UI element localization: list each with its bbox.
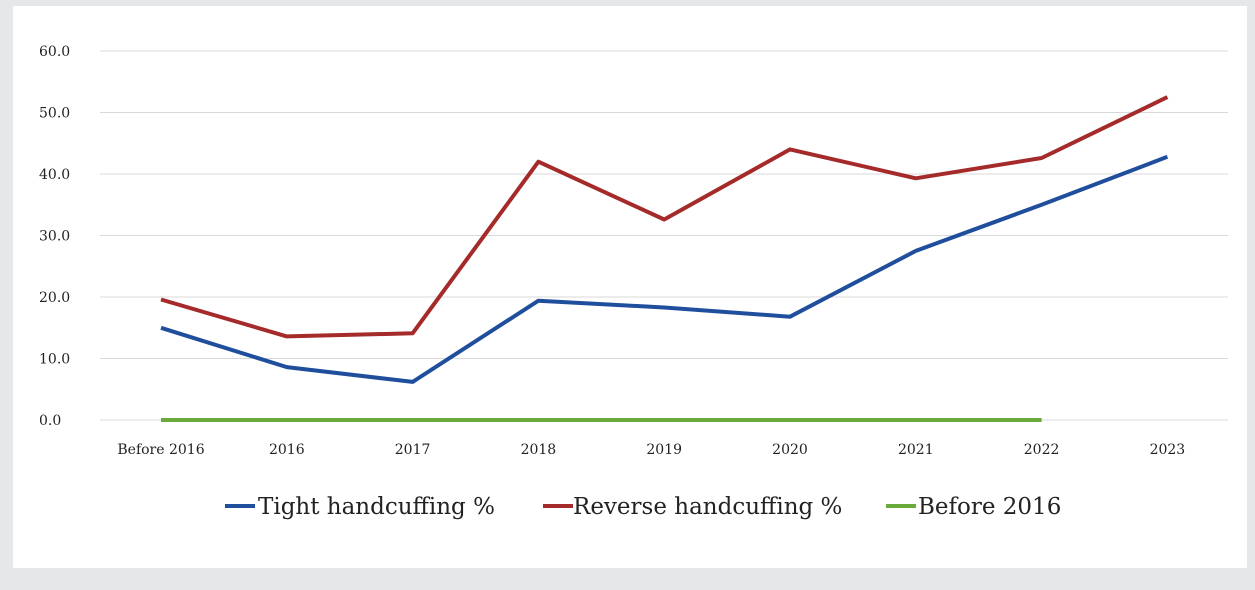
x-tick-label: 2021 <box>898 442 934 458</box>
x-tick-label: 2019 <box>646 442 682 458</box>
legend-label: Reverse handcuffing % <box>573 494 842 520</box>
y-axis-ticks: 0.0 10.0 20.0 30.0 40.0 50.0 60.0 <box>39 44 70 429</box>
legend-item: Before 2016 <box>886 494 1061 520</box>
legend-label: Before 2016 <box>918 494 1061 520</box>
x-tick-label: 2023 <box>1150 442 1186 458</box>
x-axis-ticks: Before 2016 2016 2017 2018 2019 2020 2021 2022 2… <box>117 442 1185 458</box>
gridlines <box>100 50 1228 421</box>
x-tick-label: 2017 <box>395 442 431 458</box>
y-tick-label: 20.0 <box>39 290 70 306</box>
legend-item: Tight handcuffing % <box>225 494 495 520</box>
y-tick-label: 60.0 <box>39 44 70 60</box>
series-lines <box>160 95 1169 422</box>
x-tick-label: 2018 <box>521 442 557 458</box>
x-tick-label: Before 2016 <box>117 442 204 458</box>
y-tick-label: 50.0 <box>39 106 70 122</box>
legend: Tight handcuffing % Reverse handcuffing %… <box>225 494 1061 520</box>
line-chart: 0.0 10.0 20.0 30.0 40.0 50.0 60.0 Before 2016 2… <box>39 44 1228 520</box>
chart-card: 0.0 10.0 20.0 30.0 40.0 50.0 60.0 Before 2016 2… <box>13 6 1247 568</box>
y-tick-label: 10.0 <box>39 352 70 368</box>
series-line-2 <box>160 95 1169 339</box>
x-tick-label: 2020 <box>772 442 808 458</box>
legend-item: Reverse handcuffing % <box>543 494 842 520</box>
y-tick-label: 30.0 <box>39 229 70 245</box>
y-tick-label: 40.0 <box>39 167 70 183</box>
y-tick-label: 0.0 <box>39 413 61 429</box>
legend-label: Tight handcuffing % <box>258 494 495 520</box>
series-line-1 <box>160 154 1169 384</box>
x-tick-label: 2022 <box>1024 442 1060 458</box>
x-tick-label: 2016 <box>269 442 305 458</box>
